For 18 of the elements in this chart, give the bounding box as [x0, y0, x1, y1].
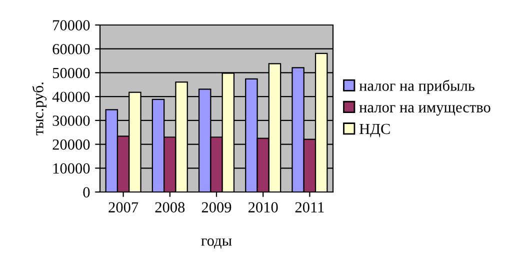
legend-label: НДС: [359, 124, 390, 138]
x-tick-label: 2011: [295, 202, 324, 212]
legend-label: налог на прибыль: [359, 80, 474, 94]
y-tick-label: 60000: [52, 44, 90, 54]
x-tick-label: 2009: [202, 202, 232, 212]
y-axis-title: тыс.руб.: [32, 82, 47, 136]
y-tick-label: 40000: [52, 92, 90, 102]
y-tick-label: 10000: [53, 163, 90, 174]
y-tick-label: 70000: [53, 20, 90, 30]
legend-label: налог на имущество: [359, 105, 490, 116]
x-axis-title: годы: [201, 238, 232, 249]
x-tick-label: 2007: [108, 202, 138, 212]
y-tick-label: 30000: [52, 116, 90, 126]
y-tick-label: 20000: [52, 139, 90, 150]
y-tick-label: 50000: [52, 68, 90, 78]
x-tick-label: 2010: [248, 202, 278, 212]
x-tick-label: 2008: [155, 202, 185, 212]
y-tick-label: 0: [83, 187, 90, 198]
